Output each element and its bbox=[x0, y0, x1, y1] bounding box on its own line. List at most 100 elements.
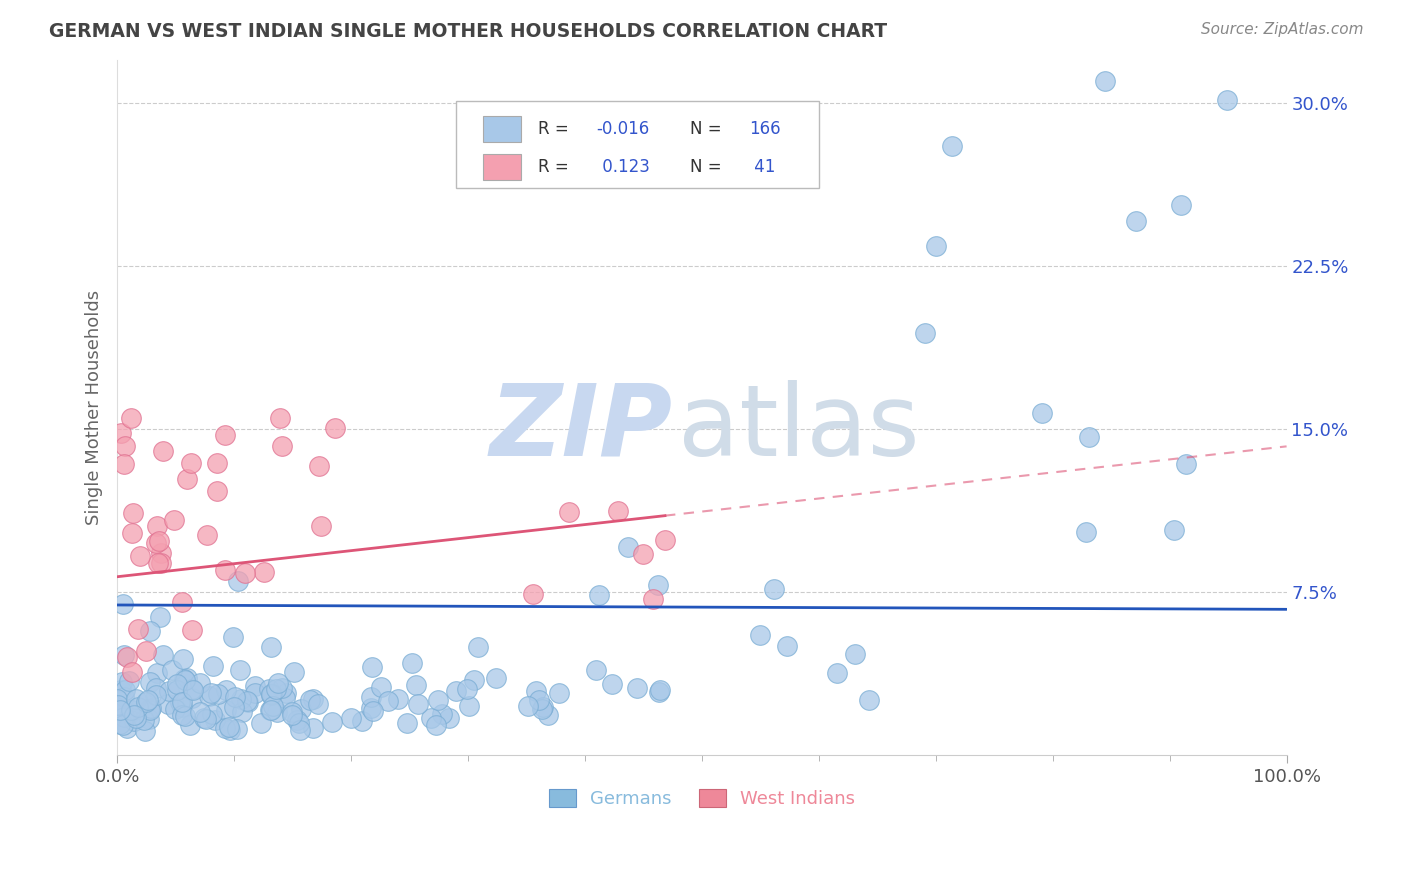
Point bbox=[200, 686, 222, 700]
Point bbox=[125, 692, 148, 706]
Point bbox=[607, 504, 630, 518]
Point bbox=[176, 472, 198, 486]
Point bbox=[287, 713, 309, 727]
Point bbox=[111, 718, 134, 732]
Point bbox=[172, 594, 194, 608]
Point bbox=[600, 677, 623, 691]
Point bbox=[457, 699, 479, 714]
Point bbox=[350, 714, 373, 729]
Point bbox=[264, 681, 287, 696]
Point bbox=[283, 665, 305, 680]
Point bbox=[631, 548, 654, 562]
Point bbox=[257, 681, 280, 696]
Point bbox=[120, 411, 142, 425]
Point bbox=[321, 714, 343, 729]
Point bbox=[145, 688, 167, 702]
Point bbox=[148, 534, 170, 549]
Point bbox=[163, 702, 186, 716]
Point bbox=[547, 686, 569, 700]
Point bbox=[276, 686, 298, 700]
Point bbox=[463, 673, 485, 687]
Point bbox=[914, 326, 936, 341]
Point bbox=[531, 700, 554, 714]
Point bbox=[180, 681, 202, 696]
Text: GERMAN VS WEST INDIAN SINGLE MOTHER HOUSEHOLDS CORRELATION CHART: GERMAN VS WEST INDIAN SINGLE MOTHER HOUS… bbox=[49, 22, 887, 41]
Point bbox=[1076, 524, 1098, 539]
Point bbox=[776, 639, 799, 653]
Point bbox=[163, 512, 186, 526]
Point bbox=[205, 484, 228, 499]
Point bbox=[1094, 74, 1116, 88]
Point bbox=[127, 700, 149, 714]
Point bbox=[311, 519, 333, 533]
Point bbox=[250, 716, 273, 731]
Point bbox=[516, 698, 538, 713]
Text: 0.123: 0.123 bbox=[596, 158, 650, 176]
Point bbox=[274, 690, 297, 705]
Point bbox=[231, 705, 253, 719]
Point bbox=[259, 703, 281, 717]
Point bbox=[174, 673, 197, 688]
Point bbox=[214, 563, 236, 577]
Point bbox=[529, 692, 551, 706]
Point bbox=[205, 456, 228, 470]
Point bbox=[370, 680, 392, 694]
Point bbox=[641, 591, 664, 606]
Point bbox=[260, 687, 283, 701]
Point bbox=[537, 708, 560, 723]
Point bbox=[531, 702, 554, 716]
Bar bbox=[484, 116, 520, 142]
Point bbox=[253, 566, 276, 580]
Point bbox=[139, 624, 162, 639]
Point bbox=[1125, 213, 1147, 227]
Point bbox=[467, 640, 489, 655]
Point bbox=[425, 717, 447, 731]
Point bbox=[112, 710, 135, 724]
Point bbox=[204, 714, 226, 728]
Text: Source: ZipAtlas.com: Source: ZipAtlas.com bbox=[1201, 22, 1364, 37]
Point bbox=[112, 457, 135, 471]
Point bbox=[198, 690, 221, 704]
Point bbox=[152, 648, 174, 663]
Point bbox=[125, 711, 148, 725]
Point bbox=[145, 681, 167, 696]
Text: R =: R = bbox=[538, 158, 574, 176]
Point bbox=[222, 630, 245, 644]
Point bbox=[110, 716, 132, 731]
Point bbox=[235, 566, 257, 581]
Point bbox=[456, 682, 478, 697]
Point bbox=[181, 691, 204, 706]
Bar bbox=[484, 154, 520, 180]
Point bbox=[377, 694, 399, 708]
Point bbox=[138, 675, 160, 690]
Point bbox=[117, 722, 139, 736]
Point bbox=[170, 707, 193, 722]
Text: 41: 41 bbox=[748, 158, 775, 176]
Point bbox=[194, 712, 217, 726]
Point bbox=[112, 598, 135, 612]
Text: -0.016: -0.016 bbox=[596, 120, 650, 137]
Point bbox=[166, 677, 188, 691]
Point bbox=[118, 674, 141, 689]
Point bbox=[105, 692, 128, 706]
Point bbox=[179, 717, 201, 731]
Point bbox=[218, 720, 240, 734]
Point bbox=[558, 505, 581, 519]
Point bbox=[226, 722, 249, 736]
Point bbox=[243, 679, 266, 693]
Point bbox=[825, 665, 848, 680]
Point bbox=[401, 656, 423, 670]
Point bbox=[281, 705, 304, 719]
Point bbox=[749, 628, 772, 642]
Point bbox=[858, 692, 880, 706]
Point bbox=[110, 426, 132, 441]
Point bbox=[122, 506, 145, 520]
Point bbox=[149, 556, 172, 570]
Point bbox=[585, 664, 607, 678]
Point bbox=[260, 703, 283, 717]
Point bbox=[214, 721, 236, 735]
Point bbox=[207, 687, 229, 701]
Point bbox=[162, 663, 184, 677]
Point bbox=[145, 535, 167, 549]
Point bbox=[146, 665, 169, 680]
